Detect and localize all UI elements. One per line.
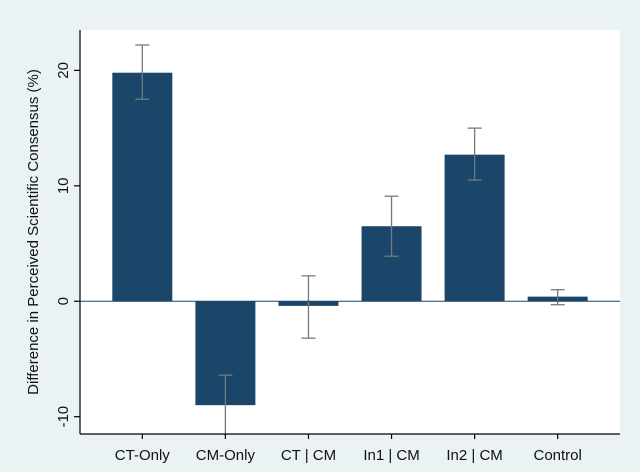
error-bar-1 bbox=[218, 374, 233, 434]
y-axis-title: Difference in Perceived Scientific Conse… bbox=[25, 69, 42, 395]
x-category-label: CM-Only bbox=[196, 447, 256, 464]
x-category-label: In1 | CM bbox=[363, 447, 419, 464]
bar-0 bbox=[112, 72, 173, 302]
y-tick-label: 20 bbox=[55, 62, 72, 79]
error-bar-4 bbox=[467, 127, 482, 181]
error-bar-0 bbox=[135, 44, 150, 100]
error-bar-5 bbox=[550, 289, 565, 306]
error-bar-2 bbox=[301, 275, 316, 339]
x-category-label: In2 | CM bbox=[446, 447, 502, 464]
y-axis-ticks: -10 0 10 20 bbox=[55, 62, 80, 428]
y-tick-label: 0 bbox=[55, 297, 72, 305]
x-category-label: CT-Only bbox=[115, 447, 171, 464]
y-tick-label: -10 bbox=[55, 406, 72, 428]
y-tick-label: 10 bbox=[55, 177, 72, 194]
x-axis-categories: CT-Only CM-Only CT | CM In1 | CM In2 | CM Con… bbox=[115, 434, 582, 464]
x-category-label: CT | CM bbox=[281, 447, 336, 464]
x-category-label: Control bbox=[534, 447, 582, 464]
error-bar-3 bbox=[384, 195, 399, 257]
error-bars-group bbox=[135, 44, 565, 434]
